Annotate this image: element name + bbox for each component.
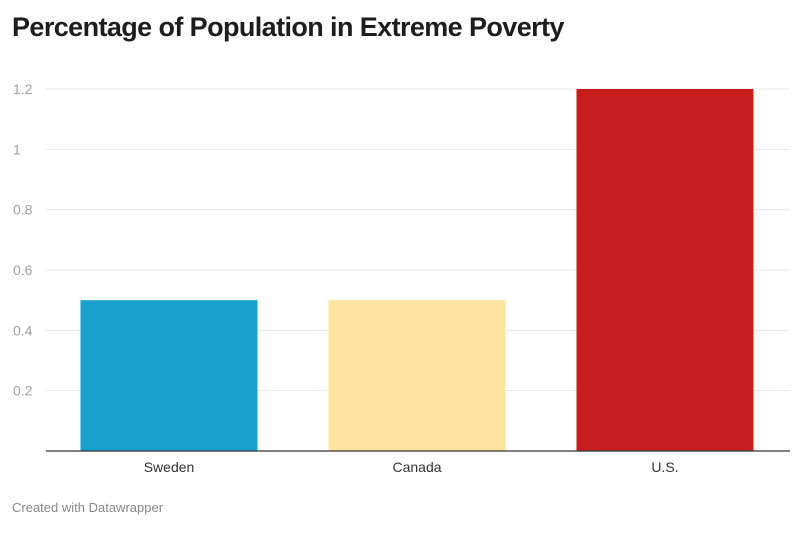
x-tick-label: Sweden [144,459,195,475]
chart-title: Percentage of Population in Extreme Pove… [12,12,564,42]
x-tick-labels: Sweden Canada U.S. [144,459,679,475]
bar-u-s [576,89,754,451]
y-tick-label: 1.2 [13,81,33,97]
y-tick-labels: 0.2 0.4 0.6 0.8 1 1.2 [13,81,33,399]
y-tick-label: 0.8 [13,202,33,218]
footer-credit: Created with Datawrapper [12,500,164,515]
bars [80,89,754,451]
x-tick-label: U.S. [651,459,678,475]
bar-canada [328,300,506,451]
y-tick-label: 0.6 [13,262,33,278]
x-tick-label: Canada [392,459,441,475]
y-tick-label: 0.4 [13,322,33,338]
y-tick-label: 1 [13,141,21,157]
bar-sweden [80,300,258,451]
y-tick-label: 0.2 [13,383,33,399]
